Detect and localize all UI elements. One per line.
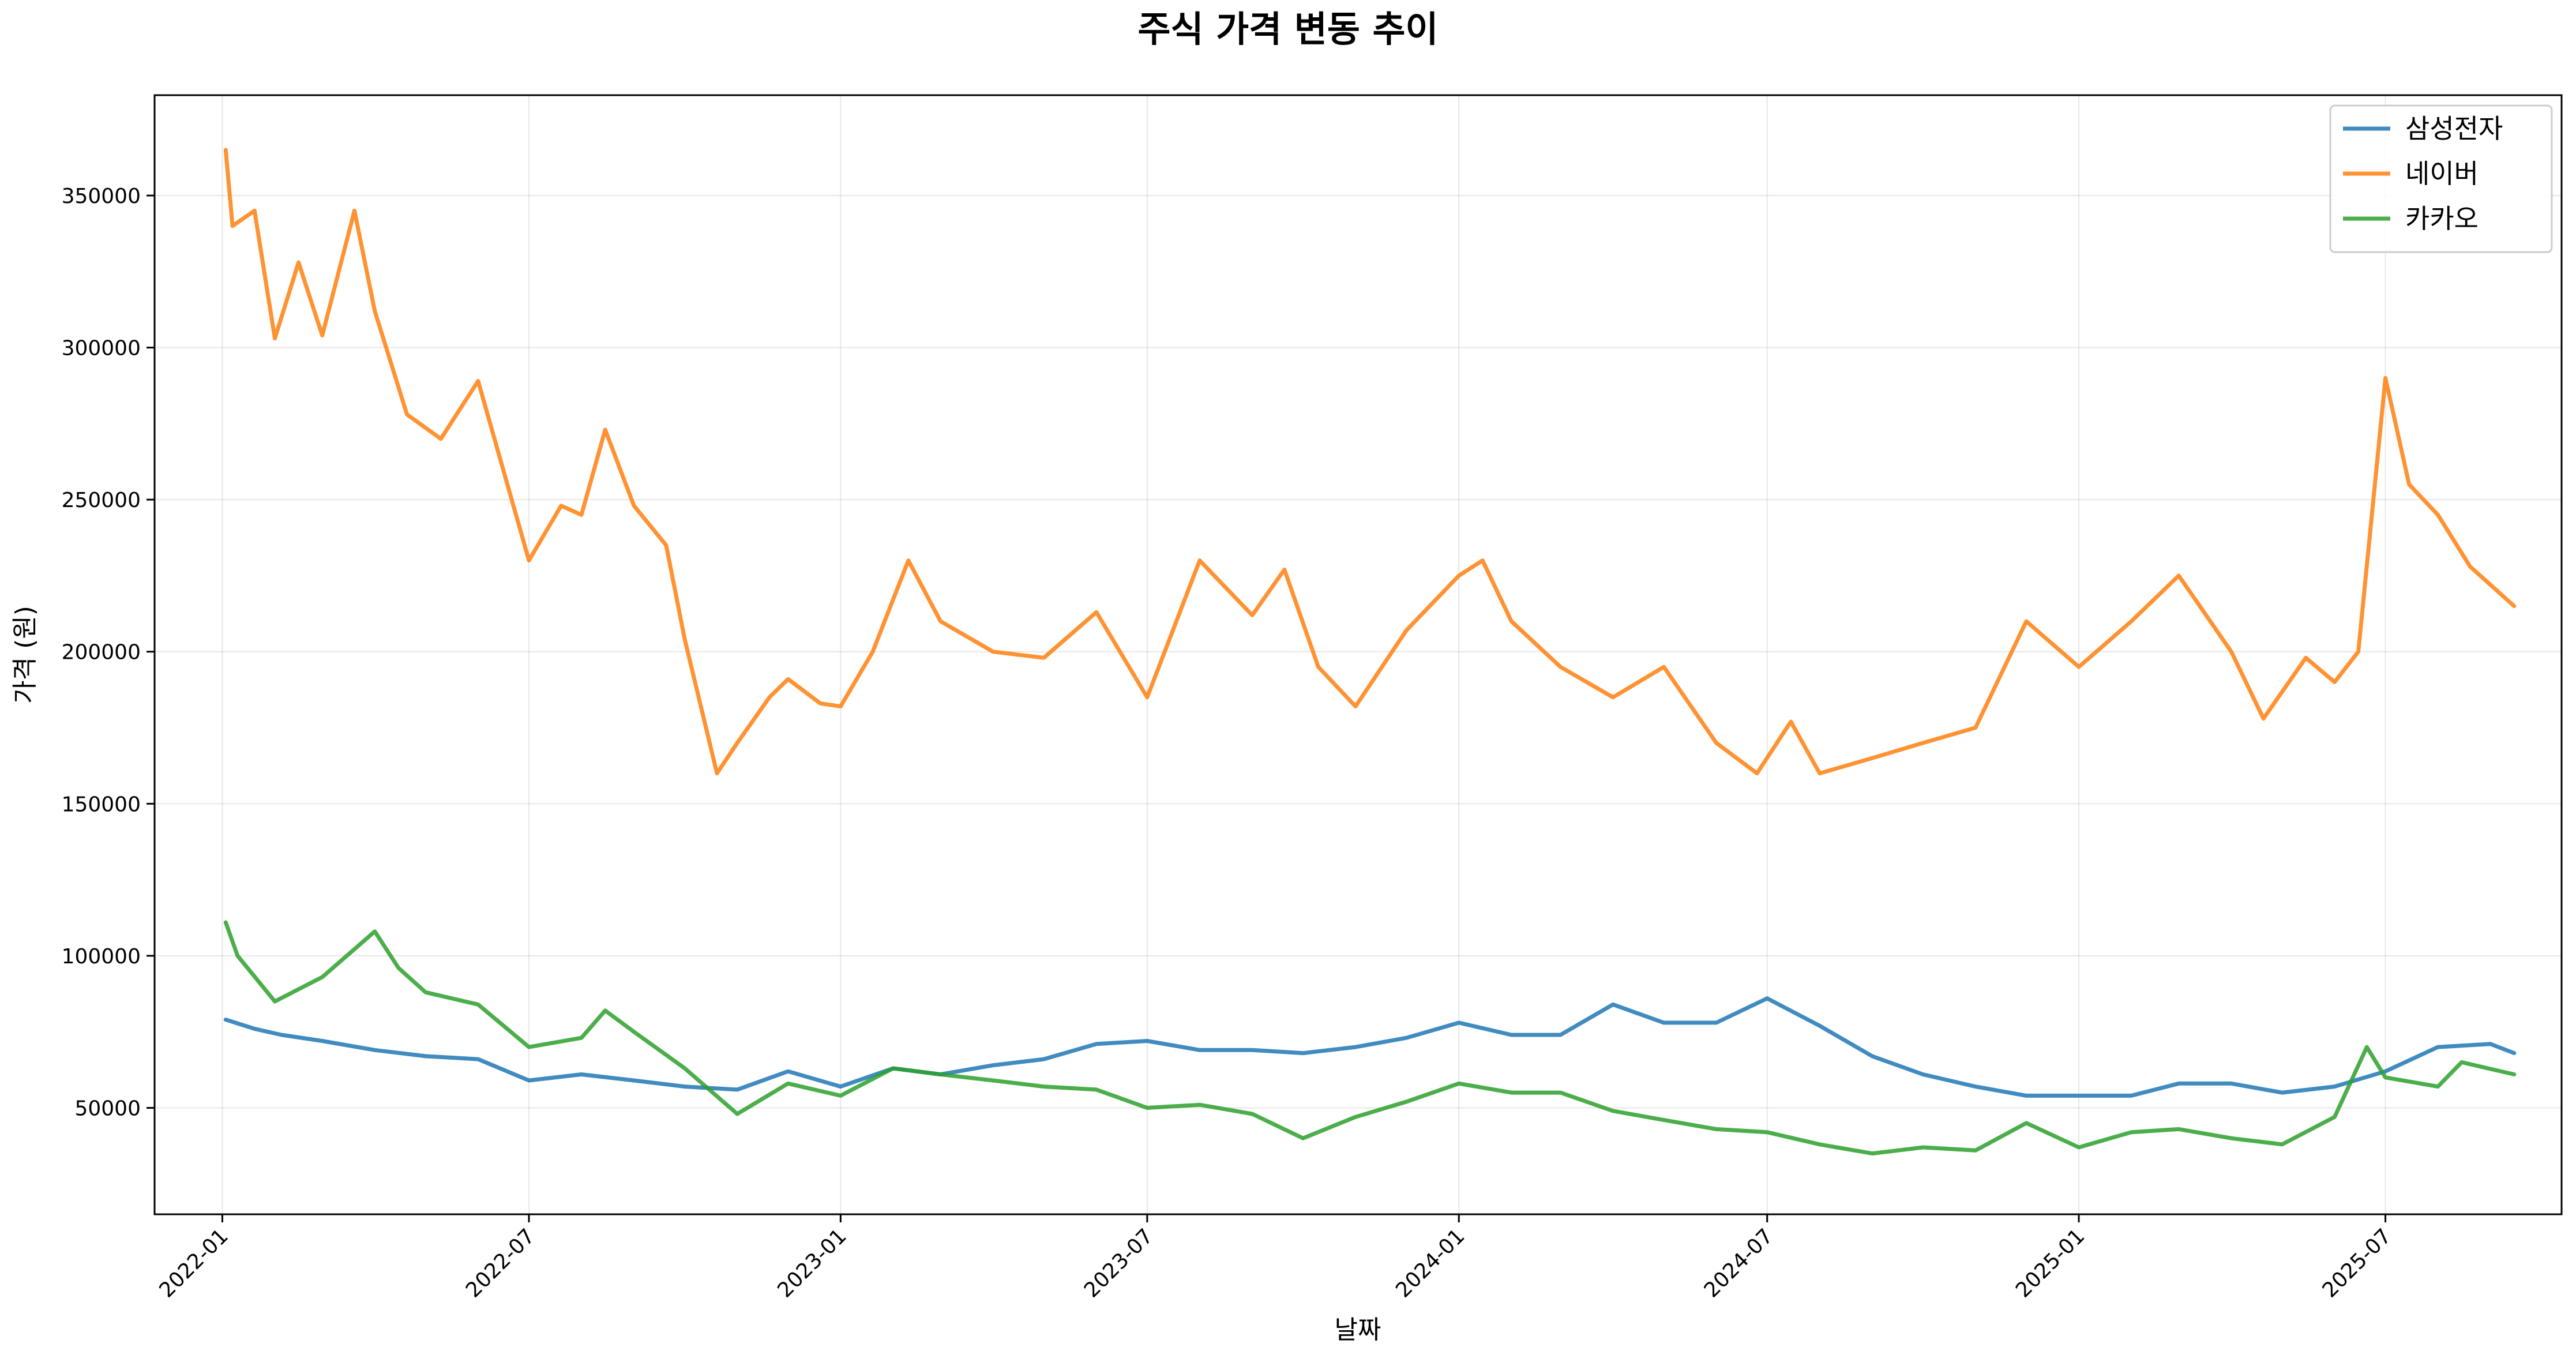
y-tick-label: 100000 <box>62 945 141 969</box>
series-layer <box>223 148 2517 1156</box>
y-tick-label: 200000 <box>62 641 141 665</box>
y-axis-label: 가격 (원) <box>10 606 40 704</box>
y-tick-label: 300000 <box>62 337 141 361</box>
y-tick-label: 50000 <box>74 1097 141 1120</box>
y-tick-label: 350000 <box>62 185 141 208</box>
y-tick-label: 250000 <box>62 489 141 512</box>
legend-label: 네이버 <box>2405 158 2479 189</box>
y-tick-label: 150000 <box>62 793 141 816</box>
series-line <box>223 148 2517 776</box>
series-line <box>223 920 2517 1156</box>
grid <box>155 95 2562 1214</box>
legend-label: 삼성전자 <box>2405 113 2503 144</box>
legend-label: 카카오 <box>2405 203 2479 234</box>
plot-frame <box>153 94 2563 1215</box>
series-line <box>223 996 2517 1098</box>
legend-box <box>2329 104 2553 253</box>
y-axis: 50000 100000 150000 200000 250000 300000 35000… <box>62 185 155 1120</box>
x-axis-label: 날짜 <box>1335 1315 1381 1345</box>
chart-title: 주식 가격 변동 추이 <box>1137 8 1438 50</box>
